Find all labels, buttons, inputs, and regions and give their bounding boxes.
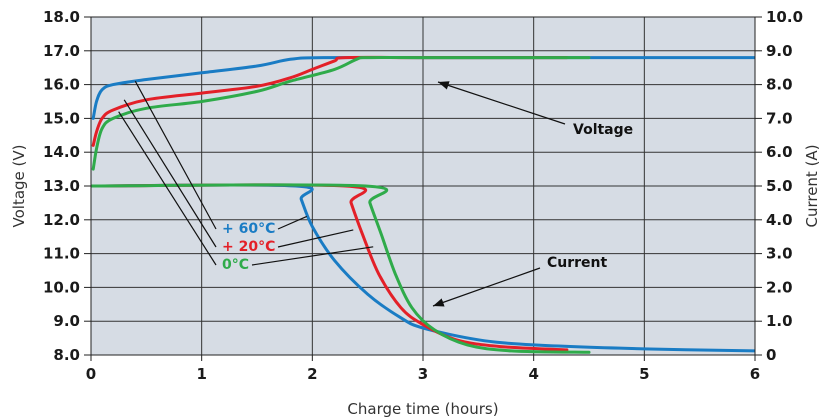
- y-right-tick-label: 6.0: [766, 143, 793, 161]
- voltage-line-2: [91, 55, 591, 171]
- x-tick-label: 2: [307, 365, 317, 383]
- leader-line-2: [118, 111, 217, 266]
- current-annotation: Current: [547, 255, 608, 271]
- x-tick-label: 1: [196, 365, 206, 383]
- x-tick-label: 6: [750, 365, 760, 383]
- annotations: + 60°C + 20°C 0°C Voltage Current: [118, 80, 633, 307]
- y-right-tick-label: 5.0: [766, 177, 793, 195]
- y-left-tick-label: 16.0: [43, 76, 80, 94]
- leader-line-1: [123, 99, 217, 248]
- y-right-tick-label: 8.0: [766, 76, 793, 94]
- y-right-tick-label: 7.0: [766, 109, 793, 127]
- y-left-tick-label: 15.0: [43, 109, 80, 127]
- legend-label-1: + 20°C: [222, 239, 275, 255]
- y-left-tick-label: 13.0: [43, 177, 80, 195]
- x-tick-label: 3: [418, 365, 428, 383]
- x-tick-label: 0: [86, 365, 96, 383]
- legend-label-0: + 60°C: [222, 221, 275, 237]
- data-curves: [91, 55, 755, 354]
- y-right-axis-label: Current (A): [803, 144, 821, 227]
- y-left-tick-label: 9.0: [53, 312, 80, 330]
- axis-ticks: 0 1 2 3 4 5 6 8.0 9.0 10.0 11.0 12.0 13.0 14.0 15.0 16.…: [43, 8, 803, 383]
- y-right-tick-label: 2.0: [766, 278, 793, 296]
- y-right-tick-label: 3.0: [766, 245, 793, 263]
- voltage-annotation: Voltage: [573, 122, 633, 138]
- callout-line-1: [277, 229, 354, 248]
- x-tick-label: 4: [528, 365, 538, 383]
- y-left-tick-label: 17.0: [43, 42, 80, 60]
- current-line-0: [91, 183, 755, 353]
- current-line-2: [91, 183, 591, 354]
- current-arrow: [432, 267, 541, 307]
- legend-label-2: 0°C: [222, 257, 249, 273]
- y-left-tick-label: 18.0: [43, 8, 80, 26]
- x-tick-label: 5: [639, 365, 649, 383]
- grid-lines: [91, 17, 755, 355]
- y-right-tick-label: 10.0: [766, 8, 803, 26]
- y-left-tick-label: 10.0: [43, 278, 80, 296]
- y-left-tick-label: 12.0: [43, 211, 80, 229]
- voltage-arrow: [437, 81, 566, 125]
- x-axis-label: Charge time (hours): [347, 400, 498, 418]
- y-left-tick-label: 14.0: [43, 143, 80, 161]
- y-right-tick-label: 1.0: [766, 312, 793, 330]
- y-right-tick-label: 9.0: [766, 42, 793, 60]
- callout-line-0: [277, 215, 308, 230]
- y-right-tick-label: 4.0: [766, 211, 793, 229]
- y-right-tick-label: 0: [766, 346, 776, 364]
- callout-line-2: [251, 246, 374, 266]
- y-left-tick-label: 11.0: [43, 245, 80, 263]
- y-left-tick-label: 8.0: [53, 346, 80, 364]
- y-left-axis-label: Voltage (V): [10, 145, 28, 228]
- leader-line-0: [134, 80, 217, 230]
